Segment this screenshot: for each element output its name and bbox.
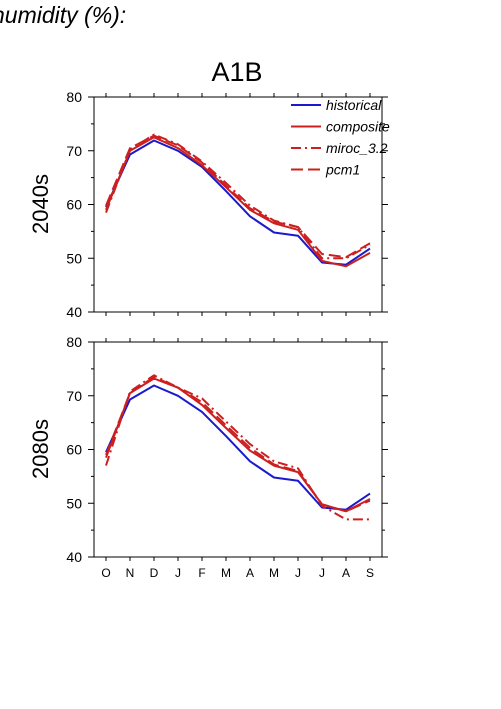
x-tick-label: A — [246, 566, 254, 580]
panel-2080s: 40 50 60 70 80 2080s O N D J F M A M J J A S — [28, 334, 388, 580]
series-lines-2080s — [105, 374, 371, 521]
y-tick-label: 40 — [66, 549, 82, 565]
x-tick-label: J — [295, 566, 301, 580]
x-tick-label: D — [150, 566, 159, 580]
series-line-composite — [105, 377, 371, 513]
x-tick-label: F — [198, 566, 205, 580]
y-tick-label: 60 — [66, 442, 82, 458]
y-tick-label: 80 — [66, 89, 82, 105]
legend-label: composite — [326, 119, 390, 135]
panel-title: A1B — [211, 57, 262, 87]
page-title: humidity (%): — [0, 2, 127, 28]
series-line-composite — [105, 136, 371, 268]
series-line-pcm1 — [105, 134, 371, 259]
legend-label: miroc_3.2 — [326, 140, 388, 156]
series-line-pcm1 — [105, 375, 371, 513]
y-tick-label: 50 — [66, 495, 82, 511]
ytick-labels-2080s: 40 50 60 70 80 — [66, 334, 82, 565]
series-line-historical — [105, 384, 371, 511]
ytick-labels-2040s: 40 50 60 70 80 — [66, 89, 82, 320]
x-tick-label: J — [319, 566, 325, 580]
y-tick-label: 70 — [66, 143, 82, 159]
x-tick-label: O — [101, 566, 110, 580]
x-tick-label: S — [366, 566, 374, 580]
y-axis-label-2040s: 2040s — [28, 174, 53, 234]
y-tick-label: 60 — [66, 197, 82, 213]
series-line-historical — [105, 139, 371, 266]
axis-ticks-2080s — [88, 338, 388, 561]
legend-label: pcm1 — [325, 162, 360, 178]
x-tick-label: J — [175, 566, 181, 580]
series-lines-2040s — [105, 133, 371, 268]
x-tick-label: M — [269, 566, 279, 580]
legend: historical composite miroc_3.2 pcm1 — [291, 97, 390, 178]
y-tick-label: 40 — [66, 304, 82, 320]
legend-label: historical — [326, 97, 382, 113]
y-tick-label: 70 — [66, 388, 82, 404]
axis-ticks-2040s — [88, 93, 388, 316]
y-tick-label: 50 — [66, 250, 82, 266]
x-tick-label: A — [342, 566, 350, 580]
panel-2040s: 40 50 60 70 80 2040s historical composite miro… — [28, 89, 390, 320]
x-tick-label: N — [126, 566, 135, 580]
y-axis-label-2080s: 2080s — [28, 419, 53, 479]
series-line-miroc-3-2 — [105, 374, 370, 521]
x-tick-label: M — [221, 566, 231, 580]
y-tick-label: 80 — [66, 334, 82, 350]
